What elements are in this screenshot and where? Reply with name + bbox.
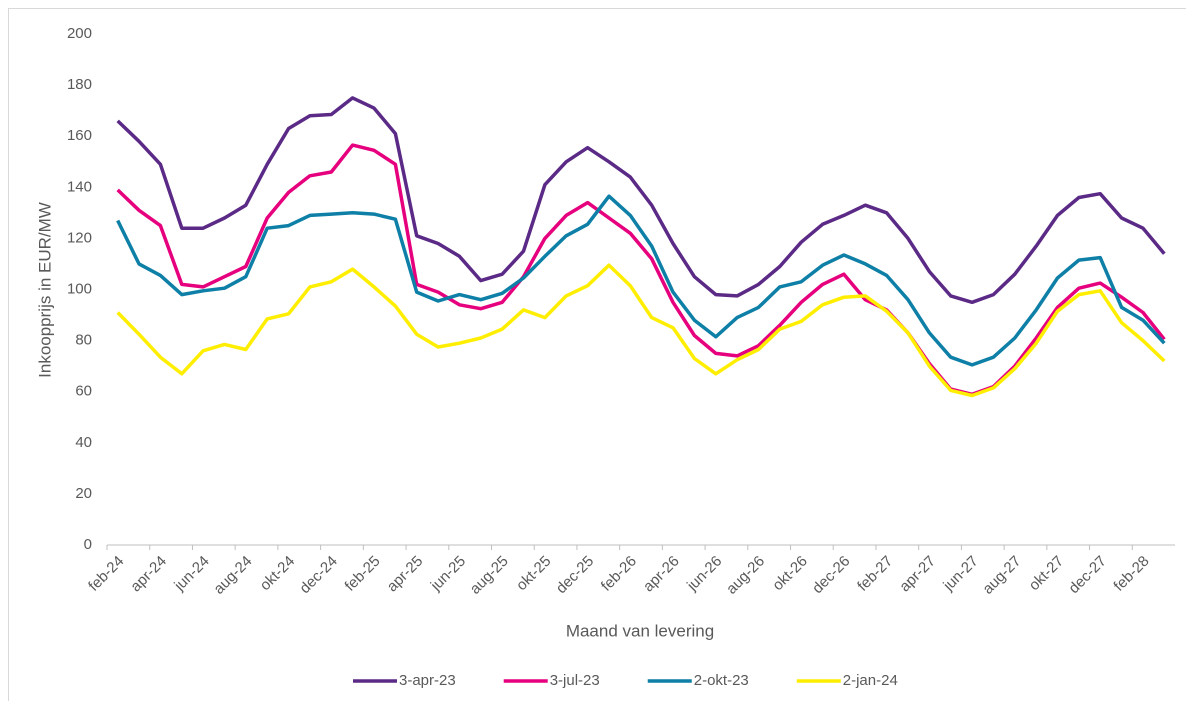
x-tick-label: okt-26 [769, 553, 811, 595]
x-tick-label: jun-27 [939, 553, 981, 595]
y-tick-label: 100 [67, 280, 92, 297]
y-tick-label: 200 [67, 25, 92, 42]
x-tick-label: feb-28 [1110, 553, 1152, 595]
y-tick-label: 140 [67, 178, 92, 195]
x-tick-label: feb-27 [854, 553, 896, 595]
y-tick-label: 160 [67, 127, 92, 144]
x-tick-label: apr-25 [384, 553, 427, 596]
x-tick-label: okt-27 [1026, 553, 1068, 595]
chart-border [8, 8, 1186, 701]
y-axis-title: Inkoopprijs in EUR/MW [35, 202, 54, 378]
legend-label: 2-jan-24 [843, 672, 898, 689]
x-tick-label: apr-24 [127, 553, 170, 596]
y-tick-label: 0 [84, 536, 92, 553]
x-tick-label: okt-24 [257, 553, 299, 595]
x-tick-label: apr-27 [896, 553, 939, 596]
x-axis-title: Maand van levering [566, 621, 714, 640]
y-tick-label: 60 [75, 383, 92, 400]
x-tick-label: dec-24 [296, 553, 340, 597]
legend-label: 3-apr-23 [399, 672, 456, 689]
y-tick-label: 180 [67, 76, 92, 93]
series-line [116, 143, 1166, 397]
legend-label: 3-jul-23 [550, 672, 600, 689]
x-tick-label: dec-25 [553, 553, 597, 597]
x-tick-label: jun-26 [683, 553, 725, 595]
series-line [116, 263, 1166, 398]
y-tick-label: 120 [67, 229, 92, 246]
y-tick-label: 40 [75, 434, 92, 451]
x-tick-label: okt-25 [513, 553, 555, 595]
series-line [116, 194, 1166, 367]
x-tick-label: jun-24 [171, 553, 213, 595]
legend-label: 2-okt-23 [694, 672, 749, 689]
x-tick-label: feb-25 [342, 553, 384, 595]
x-tick-label: dec-27 [1065, 553, 1109, 597]
y-tick-label: 80 [75, 332, 92, 349]
x-tick-label: dec-26 [809, 553, 853, 597]
x-tick-label: feb-24 [85, 553, 127, 595]
series-line [116, 96, 1166, 305]
x-tick-label: jun-25 [427, 553, 469, 595]
x-tick-label: aug-27 [979, 553, 1024, 598]
x-tick-label: aug-24 [210, 553, 255, 598]
x-tick-label: apr-26 [640, 553, 683, 596]
x-tick-label: aug-26 [723, 553, 768, 598]
y-tick-label: 20 [75, 485, 92, 502]
x-tick-label: feb-26 [598, 553, 640, 595]
x-tick-label: aug-25 [467, 553, 512, 598]
